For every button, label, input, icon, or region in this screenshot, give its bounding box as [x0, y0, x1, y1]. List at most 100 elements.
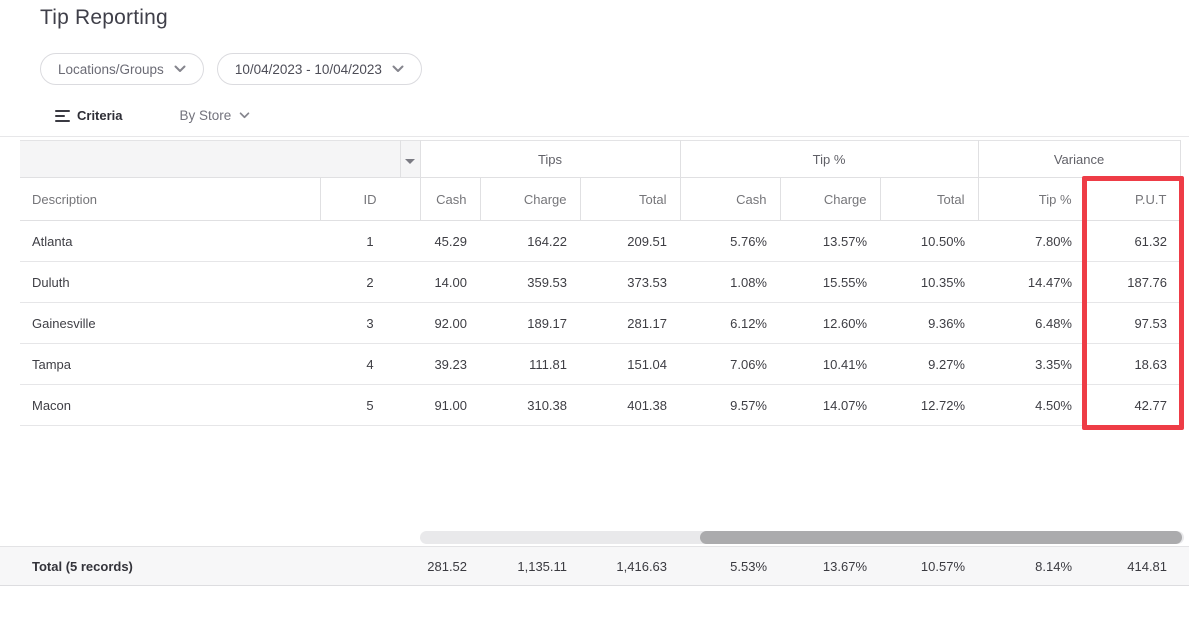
column-header-variance-tip-pct[interactable]: Tip %	[978, 177, 1086, 221]
by-store-label: By Store	[179, 108, 232, 123]
cell-description: Macon	[20, 384, 320, 426]
cell-tips-charge: 164.22	[480, 220, 580, 262]
report-grid: Tips Tip % Variance Description ID Cash …	[20, 140, 1181, 426]
cell-variance-tip-pct: 14.47%	[978, 261, 1085, 303]
cell-pct-total: 9.27%	[880, 343, 978, 385]
cell-id: 1	[320, 220, 420, 262]
cell-pct-total: 10.35%	[880, 261, 978, 303]
cell-tips-cash: 14.00	[420, 261, 480, 303]
cell-tips-total: 401.38	[580, 384, 680, 426]
cell-variance-put: 18.63	[1085, 343, 1180, 385]
cell-pct-total: 10.50%	[880, 220, 978, 262]
cell-tips-cash: 39.23	[420, 343, 480, 385]
cell-pct-charge: 15.55%	[780, 261, 880, 303]
cell-variance-tip-pct: 4.50%	[978, 384, 1085, 426]
cell-tips-charge: 189.17	[480, 302, 580, 344]
group-header-tips: Tips	[420, 140, 681, 178]
horizontal-scrollbar-thumb[interactable]	[700, 531, 1182, 544]
by-store-dropdown[interactable]: By Store	[180, 108, 252, 123]
total-tips-total: 1,416.63	[616, 558, 668, 574]
group-header-blank	[20, 140, 401, 178]
cell-description: Duluth	[20, 261, 320, 303]
cell-tips-charge: 359.53	[480, 261, 580, 303]
column-header-tips-charge[interactable]: Charge	[480, 177, 581, 221]
column-header-tips-total[interactable]: Total	[580, 177, 681, 221]
cell-tips-cash: 92.00	[420, 302, 480, 344]
cell-pct-charge: 14.07%	[780, 384, 880, 426]
cell-tips-total: 209.51	[580, 220, 680, 262]
cell-id: 5	[320, 384, 420, 426]
cell-id: 3	[320, 302, 420, 344]
cell-variance-put: 97.53	[1085, 302, 1180, 344]
table-row[interactable]: Macon 5 91.00 310.38 401.38 9.57% 14.07%…	[20, 384, 1180, 426]
cell-pct-charge: 10.41%	[780, 343, 880, 385]
cell-id: 4	[320, 343, 420, 385]
cell-variance-tip-pct: 7.80%	[978, 220, 1085, 262]
criteria-button[interactable]: Criteria	[55, 108, 123, 123]
column-chooser-button[interactable]	[400, 140, 421, 178]
chevron-down-icon	[174, 65, 186, 73]
cell-pct-charge: 12.60%	[780, 302, 880, 344]
cell-variance-put: 61.32	[1085, 220, 1180, 262]
column-header-pct-total[interactable]: Total	[880, 177, 979, 221]
cell-variance-tip-pct: 6.48%	[978, 302, 1085, 344]
cell-tips-total: 281.17	[580, 302, 680, 344]
filter-bar: Locations/Groups 10/04/2023 - 10/04/2023	[40, 53, 422, 85]
cell-description: Gainesville	[20, 302, 320, 344]
cell-pct-cash: 5.76%	[680, 220, 780, 262]
cell-pct-charge: 13.57%	[780, 220, 880, 262]
dropdown-arrow-icon	[405, 158, 415, 164]
cell-variance-put: 42.77	[1085, 384, 1180, 426]
cell-tips-charge: 111.81	[480, 343, 580, 385]
table-row[interactable]: Gainesville 3 92.00 189.17 281.17 6.12% …	[20, 302, 1180, 344]
total-summary-row: Total (5 records) 281.52 1,135.11 1,416.…	[0, 546, 1189, 586]
cell-tips-cash: 91.00	[420, 384, 480, 426]
cell-variance-put: 187.76	[1085, 261, 1180, 303]
cell-pct-total: 12.72%	[880, 384, 978, 426]
total-tips-charge: 1,135.11	[517, 558, 568, 574]
cell-tips-total: 373.53	[580, 261, 680, 303]
total-label: Total (5 records)	[32, 558, 133, 574]
column-header-variance-put[interactable]: P.U.T	[1085, 177, 1181, 221]
cell-pct-cash: 1.08%	[680, 261, 780, 303]
locations-groups-dropdown[interactable]: Locations/Groups	[40, 53, 204, 85]
column-header-row: Description ID Cash Charge Total Cash Ch…	[20, 177, 1181, 221]
table-row[interactable]: Tampa 4 39.23 111.81 151.04 7.06% 10.41%…	[20, 343, 1180, 385]
criteria-bar: Criteria By Store	[0, 95, 1189, 137]
criteria-label: Criteria	[77, 108, 123, 123]
total-tips-cash: 281.52	[427, 558, 468, 574]
cell-pct-cash: 6.12%	[680, 302, 780, 344]
table-row[interactable]: Duluth 2 14.00 359.53 373.53 1.08% 15.55…	[20, 261, 1180, 303]
total-pct-total: 10.57%	[920, 558, 966, 574]
column-header-pct-charge[interactable]: Charge	[780, 177, 881, 221]
column-header-tips-cash[interactable]: Cash	[420, 177, 481, 221]
total-variance-tip-pct: 8.14%	[1035, 558, 1073, 574]
cell-pct-total: 9.36%	[880, 302, 978, 344]
cell-variance-tip-pct: 3.35%	[978, 343, 1085, 385]
cell-tips-total: 151.04	[580, 343, 680, 385]
filter-lines-icon	[55, 109, 70, 122]
chevron-down-icon	[392, 65, 404, 73]
date-range-label: 10/04/2023 - 10/04/2023	[234, 61, 382, 77]
group-header-variance: Variance	[978, 140, 1181, 178]
column-header-pct-cash[interactable]: Cash	[680, 177, 781, 221]
date-range-dropdown[interactable]: 10/04/2023 - 10/04/2023	[216, 53, 422, 85]
group-header-tip-pct: Tip %	[680, 140, 979, 178]
cell-pct-cash: 9.57%	[680, 384, 780, 426]
group-header-row: Tips Tip % Variance	[20, 140, 1181, 178]
column-header-id[interactable]: ID	[320, 177, 421, 221]
column-header-description[interactable]: Description	[20, 177, 321, 221]
horizontal-scrollbar[interactable]	[420, 531, 1184, 544]
cell-tips-cash: 45.29	[420, 220, 480, 262]
cell-pct-cash: 7.06%	[680, 343, 780, 385]
cell-id: 2	[320, 261, 420, 303]
table-row[interactable]: Atlanta 1 45.29 164.22 209.51 5.76% 13.5…	[20, 220, 1180, 262]
locations-groups-label: Locations/Groups	[58, 61, 164, 77]
total-pct-cash: 5.53%	[730, 558, 768, 574]
cell-description: Tampa	[20, 343, 320, 385]
cell-tips-charge: 310.38	[480, 384, 580, 426]
chevron-down-icon	[239, 111, 251, 120]
total-variance-put: 414.81	[1127, 558, 1168, 574]
page-title: Tip Reporting	[40, 6, 168, 29]
